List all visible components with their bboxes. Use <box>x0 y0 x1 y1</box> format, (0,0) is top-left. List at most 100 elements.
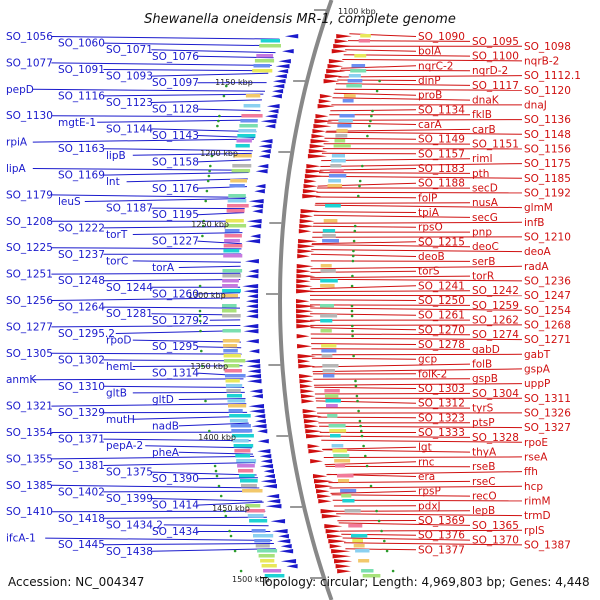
left-strand-feature-arrow <box>246 219 262 224</box>
right-strand-feature-arrow <box>334 559 353 564</box>
left-spoke-line <box>51 484 260 489</box>
right-gene-label: pnp <box>472 227 492 239</box>
left-spoke-line <box>51 62 272 66</box>
right-spoke-line <box>315 196 417 199</box>
left-gene-label: SO_1144 <box>106 123 153 135</box>
left-gene-label: SO_1314 <box>152 368 199 380</box>
left-strand-feature-arrow <box>245 339 259 344</box>
left-spoke-line <box>151 498 263 502</box>
left-function-bar <box>228 194 246 198</box>
gc-dot <box>354 384 358 388</box>
right-spoke-line <box>328 480 471 484</box>
left-strand-feature-arrow <box>259 464 274 469</box>
gc-dot <box>350 304 354 308</box>
left-strand-feature-arrow <box>245 259 259 264</box>
right-strand-feature-arrow <box>297 344 312 349</box>
left-spoke-line <box>51 36 280 40</box>
gc-dot <box>223 509 226 513</box>
scale-kbp-label: 1150 kbp <box>215 78 253 87</box>
right-function-bar <box>320 279 338 283</box>
right-strand-feature-arrow <box>312 129 326 134</box>
left-gene-label: torT <box>106 229 128 241</box>
gc-dot <box>202 219 205 223</box>
right-function-bar <box>321 354 333 358</box>
right-function-bar <box>358 39 370 43</box>
right-function-bar <box>333 454 350 458</box>
right-function-bar <box>324 389 340 393</box>
right-gene-label: rseA <box>524 451 548 463</box>
gc-dot <box>216 124 219 128</box>
left-function-bar <box>236 139 252 143</box>
left-gene-label: SO_1375 <box>106 467 153 479</box>
left-strand-feature-arrow <box>251 424 267 429</box>
right-strand-feature-arrow <box>313 124 332 129</box>
right-gene-label: rseB <box>472 461 495 473</box>
left-strand-feature-arrow <box>272 89 284 94</box>
left-gene-label: SO_1279.2 <box>152 315 209 327</box>
right-gene-label: gcp <box>418 354 437 366</box>
right-function-bar <box>344 509 361 513</box>
right-function-bar <box>325 399 341 403</box>
right-strand-feature-arrow <box>299 379 313 384</box>
left-function-bar <box>229 184 245 188</box>
right-spoke-line <box>316 191 523 194</box>
right-gene-label: SO_1242 <box>472 285 519 297</box>
left-gene-label: SO_1091 <box>58 64 105 76</box>
right-gene-label: SO_1247 <box>524 290 571 302</box>
right-spoke-line <box>331 494 471 497</box>
left-strand-feature-arrow <box>275 64 290 69</box>
left-gene-label: SO_1434.2 <box>106 519 163 531</box>
left-function-bar <box>232 439 249 443</box>
left-strand-feature-arrow <box>286 564 298 569</box>
right-spoke-line <box>324 137 417 140</box>
right-gene-label: SO_1270 <box>418 324 465 336</box>
left-strand-feature-arrow <box>264 124 276 129</box>
right-spoke-line <box>310 307 523 311</box>
right-spoke-line <box>311 343 417 345</box>
left-spoke-line <box>132 391 245 394</box>
right-gene-label: infB <box>524 217 544 229</box>
gc-dot <box>361 164 364 168</box>
right-spoke-line <box>321 152 417 155</box>
left-gene-label: lipA <box>6 163 26 175</box>
left-function-bar <box>225 384 243 388</box>
right-function-bar <box>327 184 343 188</box>
right-gene-label: SO_1268 <box>524 319 571 331</box>
left-gene-label: SO_1264 <box>58 302 105 314</box>
right-spoke-line <box>338 75 523 78</box>
right-gene-label: nqrC-2 <box>418 60 453 72</box>
gc-dot <box>217 484 221 488</box>
gc-dot <box>210 154 214 158</box>
left-strand-feature-arrow <box>254 414 266 419</box>
right-strand-feature-arrow <box>304 424 319 429</box>
left-function-bar <box>223 359 246 363</box>
right-function-bar <box>339 114 355 118</box>
left-function-bar <box>223 344 238 348</box>
right-function-bar <box>334 139 346 143</box>
left-gene-label: SO_1385 <box>6 480 53 492</box>
right-strand-feature-arrow <box>312 474 328 479</box>
gc-dot <box>369 484 373 488</box>
right-function-bar <box>320 329 332 333</box>
left-function-bar <box>223 244 243 248</box>
right-function-bar <box>338 119 353 123</box>
left-function-bar <box>224 364 240 368</box>
left-gene-label: SO_1071 <box>106 44 153 56</box>
left-gene-label: SO_1295.2 <box>58 328 115 340</box>
accession-text: Accession: NC_004347 <box>8 575 144 589</box>
left-spoke-line <box>115 330 241 334</box>
right-gene-label: torR <box>472 271 494 283</box>
gc-dot <box>217 119 220 123</box>
right-strand-feature-arrow <box>306 434 326 439</box>
right-function-bar <box>355 549 370 553</box>
left-gene-label: SO_1445 <box>58 539 105 551</box>
left-gene-label: SO_1158 <box>152 156 199 168</box>
left-strand-feature-arrow <box>242 324 259 329</box>
left-strand-feature-arrow <box>250 204 264 209</box>
left-spoke-line <box>197 292 241 295</box>
right-gene-label: SO_1326 <box>524 407 571 419</box>
right-spoke-line <box>330 490 417 494</box>
right-function-bar <box>332 449 348 453</box>
right-gene-label: secG <box>472 212 498 224</box>
right-strand-feature-arrow <box>305 169 325 174</box>
